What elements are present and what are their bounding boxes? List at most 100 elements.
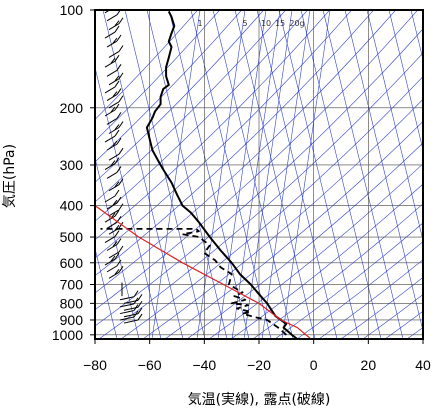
wind-barb — [104, 157, 120, 171]
isotherm-line — [168, 10, 250, 339]
isotherm-line — [95, 247, 118, 339]
wind-barb-shaft — [104, 195, 116, 203]
wind-barb — [106, 64, 122, 77]
wind-barb — [106, 196, 122, 210]
wind-barb-layer — [104, 1, 143, 324]
wind-barb-flag — [133, 297, 139, 305]
wind-barb-flag — [112, 91, 118, 97]
wind-barb-flag — [116, 259, 122, 267]
x-axis: −80 −60 −40 −20 0 20 40 — [83, 339, 431, 373]
wind-barb — [104, 1, 119, 14]
isotherm-line — [212, 10, 294, 339]
wind-barb-flag — [115, 1, 119, 7]
wind-barb-flag — [116, 10, 121, 16]
dry-adiabat-line — [95, 10, 265, 183]
wind-barb — [106, 10, 121, 22]
wind-barb-shaft — [104, 109, 116, 117]
wind-barb — [106, 34, 122, 48]
wind-barb-flag — [114, 75, 120, 82]
wind-barb-shaft — [108, 209, 120, 217]
wind-barb — [123, 313, 143, 324]
wind-barb-shaft — [108, 184, 120, 192]
wind-barb-shaft — [108, 78, 120, 86]
x-tick-label: −40 — [192, 357, 216, 373]
wind-barb-flag — [118, 72, 124, 80]
wind-barb-flag — [118, 45, 124, 52]
x-tick-label: 40 — [415, 357, 431, 373]
dry-adiabat-line — [186, 142, 423, 339]
mixing-ratio-line — [151, 10, 201, 339]
dry-adiabat-line — [98, 52, 423, 339]
wind-barb-flag — [116, 137, 122, 145]
dry-adiabat-line — [95, 10, 353, 259]
wind-barb-shaft — [108, 51, 120, 58]
wind-barb — [106, 238, 122, 251]
dry-adiabat-line — [95, 10, 243, 163]
isotherm-line — [124, 10, 206, 339]
y-tick-label: 700 — [60, 277, 84, 293]
isotherm-line — [388, 10, 423, 152]
isotherm-line — [256, 10, 338, 339]
wind-barb — [104, 230, 120, 244]
wind-barb-flag — [137, 294, 143, 301]
wind-barb-flag — [133, 304, 139, 311]
wind-barb — [104, 103, 120, 117]
wind-barb — [104, 54, 120, 68]
wind-barb-flag — [114, 224, 120, 231]
dry-adiabat-line — [95, 10, 419, 311]
wind-barb-flag — [118, 95, 124, 103]
wind-barb-flag — [114, 269, 120, 275]
wind-barb-shaft — [119, 296, 135, 301]
wind-barb-shaft — [108, 251, 120, 259]
wind-barb-flag — [133, 310, 139, 318]
wind-barb — [119, 290, 139, 301]
dry-adiabat-line — [95, 10, 221, 142]
dry-adiabat-line — [95, 10, 397, 294]
series-dewpoint-line — [100, 227, 287, 336]
dry-adiabat-line — [95, 10, 375, 277]
wind-barb-flag — [118, 121, 124, 128]
y-tick-label: 400 — [60, 198, 84, 214]
wind-barb-flag — [116, 64, 122, 71]
wind-barb — [106, 88, 122, 101]
wind-barb — [108, 266, 124, 279]
wind-barb — [119, 310, 139, 321]
wind-barb-shaft — [104, 163, 116, 171]
y-tick-label: 500 — [60, 229, 84, 245]
wind-barb-shaft — [104, 10, 111, 14]
wind-barb-shaft — [104, 236, 116, 244]
wind-barb — [119, 297, 139, 308]
wind-barb-flag — [110, 255, 116, 262]
wind-barb — [108, 72, 124, 86]
wind-barb — [104, 80, 120, 94]
wind-barb-flag — [118, 245, 124, 253]
x-tick-label: 0 — [310, 357, 318, 373]
wind-barb-shaft — [108, 23, 120, 31]
isotherm-line — [278, 10, 360, 339]
wind-barb-shaft — [106, 172, 118, 179]
wind-barb-flag — [133, 290, 139, 298]
wind-barb-flag — [112, 140, 118, 147]
wind-barb — [108, 178, 124, 192]
dry-adiabat-line — [296, 241, 423, 339]
wind-barb-shaft — [108, 271, 120, 279]
wind-barb-flag — [114, 230, 120, 237]
wind-barb-shaft — [104, 86, 116, 94]
wind-barb — [104, 252, 120, 266]
wind-barb-shaft — [119, 303, 135, 308]
dry-adiabat-line — [384, 310, 423, 339]
wind-barb-shaft — [104, 215, 116, 223]
wind-barb — [104, 129, 120, 143]
series-parcel-line — [95, 174, 312, 339]
isotherm-line — [366, 10, 423, 242]
wind-barb — [108, 95, 124, 109]
mixing-ratio-line — [281, 10, 331, 339]
wind-barb-flag — [114, 181, 120, 188]
wind-barb-flag — [112, 199, 118, 206]
wind-barb-flag — [111, 4, 115, 9]
x-tick-label: −80 — [83, 357, 107, 373]
wind-barb — [104, 25, 120, 39]
wind-barb-flag — [116, 88, 122, 95]
wind-barb-flag — [114, 25, 120, 33]
wind-barb-flag — [118, 17, 124, 24]
